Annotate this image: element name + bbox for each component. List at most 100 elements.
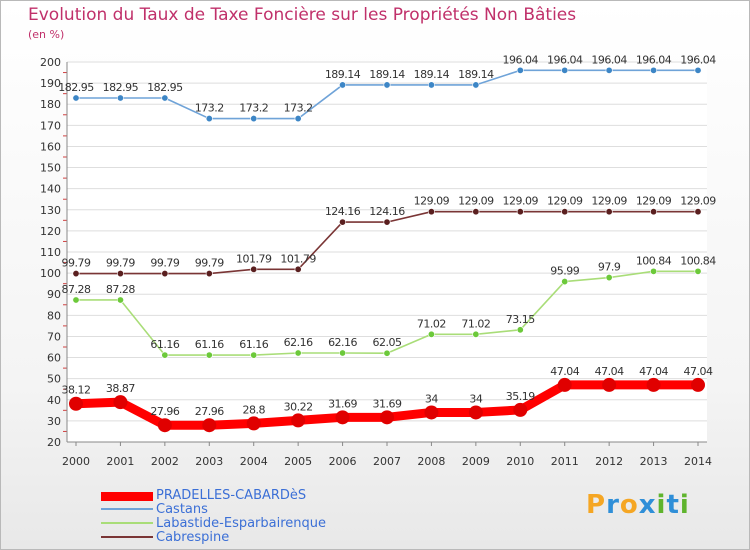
data-point: [427, 81, 435, 89]
data-label: 196.04: [503, 53, 539, 66]
chart-title: Evolution du Taux de Taxe Foncière sur l…: [28, 5, 577, 25]
data-point: [694, 267, 702, 275]
data-point: [113, 395, 128, 410]
data-label: 100.84: [636, 254, 672, 267]
data-label: 31.69: [328, 397, 357, 410]
data-point: [294, 349, 302, 357]
logo-letter: o: [619, 490, 639, 520]
data-point: [516, 326, 524, 334]
data-point: [339, 81, 347, 89]
data-label: 196.04: [547, 53, 583, 66]
data-point: [691, 377, 705, 392]
proxiti-logo: Proxiti: [586, 490, 690, 520]
x-tick-label: 2002: [151, 455, 179, 468]
y-tick-label: 30: [47, 415, 61, 428]
x-tick-label: 2008: [417, 455, 445, 468]
data-label: 189.14: [458, 68, 494, 81]
data-label: 101.79: [280, 252, 316, 265]
data-point: [205, 351, 213, 359]
data-point: [561, 66, 569, 74]
y-tick-label: 110: [40, 246, 61, 259]
legend-label-pradelles: PRADELLES-CABARDèS: [156, 488, 307, 503]
data-label: 99.79: [62, 257, 91, 270]
data-point: [383, 218, 391, 226]
data-label: 38.87: [106, 382, 135, 395]
data-point: [335, 410, 350, 425]
data-point: [161, 94, 169, 102]
data-point: [161, 351, 169, 359]
legend-swatch-castans: [101, 508, 153, 510]
data-point: [250, 115, 258, 123]
data-label: 196.04: [680, 53, 716, 66]
y-tick-label: 100: [40, 267, 61, 280]
data-label: 27.96: [150, 405, 179, 418]
data-label: 129.09: [636, 195, 672, 208]
data-label: 35.19: [506, 390, 535, 403]
data-label: 129.09: [547, 195, 583, 208]
y-tick-label: 150: [40, 162, 61, 175]
data-point: [516, 66, 524, 74]
data-label: 34: [425, 392, 438, 405]
data-label: 173.2: [284, 102, 313, 115]
data-point: [605, 274, 613, 282]
y-tick-label: 90: [47, 288, 61, 301]
y-tick-label: 60: [47, 352, 61, 365]
data-label: 61.16: [195, 338, 224, 351]
data-point: [561, 278, 569, 286]
data-label: 61.16: [239, 338, 268, 351]
data-point: [650, 208, 658, 216]
data-label: 196.04: [591, 53, 627, 66]
y-tick-label: 20: [47, 436, 61, 449]
data-point: [246, 416, 261, 431]
data-label: 34: [469, 392, 482, 405]
legend-label-labastide: Labastide-Esparbairenque: [156, 516, 327, 531]
data-label: 61.16: [150, 338, 179, 351]
data-point: [157, 418, 172, 433]
y-tick-label: 70: [47, 330, 61, 343]
data-label: 189.14: [369, 68, 405, 81]
data-label: 62.16: [328, 336, 357, 349]
data-point: [250, 265, 258, 273]
y-tick-label: 80: [47, 309, 61, 322]
x-tick-label: 2009: [462, 455, 490, 468]
data-label: 31.69: [373, 397, 402, 410]
data-point: [380, 410, 394, 425]
data-point: [427, 208, 435, 216]
y-tick-label: 140: [40, 183, 61, 196]
data-label: 196.04: [636, 53, 672, 66]
data-point: [291, 413, 306, 428]
data-point: [694, 66, 702, 74]
y-tick-label: 200: [40, 56, 61, 69]
data-label: 124.16: [369, 205, 405, 218]
data-label: 47.04: [684, 365, 713, 378]
data-label: 182.95: [147, 81, 183, 94]
data-point: [205, 115, 213, 123]
data-point: [605, 208, 613, 216]
data-point: [694, 208, 702, 216]
logo-letter: P: [586, 490, 607, 520]
x-tick-label: 2012: [595, 455, 623, 468]
data-point: [339, 349, 347, 357]
legend-swatch-labastide: [101, 522, 153, 524]
data-label: 129.09: [458, 195, 494, 208]
data-label: 47.04: [595, 365, 624, 378]
data-point: [472, 330, 480, 338]
data-label: 73.15: [506, 313, 535, 326]
data-point: [294, 115, 302, 123]
data-label: 47.04: [639, 365, 668, 378]
data-point: [605, 66, 613, 74]
data-point: [427, 330, 435, 338]
logo-letter: t: [666, 490, 680, 520]
legend-label-castans: Castans: [156, 502, 208, 517]
data-point: [513, 402, 528, 417]
data-label: 38.12: [62, 384, 91, 397]
data-point: [161, 270, 169, 278]
x-tick-label: 2001: [106, 455, 134, 468]
y-tick-label: 130: [40, 204, 61, 217]
x-tick-label: 2010: [506, 455, 534, 468]
data-label: 129.09: [591, 195, 627, 208]
data-point: [294, 265, 302, 273]
data-label: 189.14: [325, 68, 361, 81]
data-point: [516, 208, 524, 216]
